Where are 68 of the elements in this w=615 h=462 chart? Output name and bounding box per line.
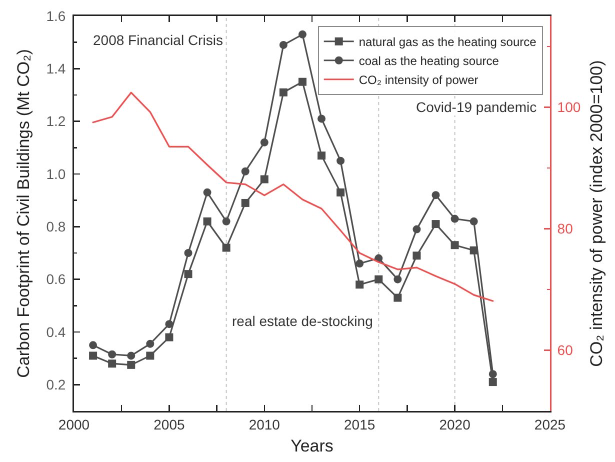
point [127,352,136,360]
ref-line-label: Covid-19 pandemic [416,99,537,115]
point [222,217,230,226]
point [222,244,230,252]
point [394,294,402,302]
point [450,214,459,223]
point [279,40,288,49]
y2-tick-label: 100 [557,99,581,116]
point [241,167,250,176]
point [260,138,268,146]
x-tick-label: 2000 [58,416,90,432]
point [432,191,440,200]
y-tick-label: 1.0 [46,166,66,182]
legend-label: CO₂ intensity of power [358,73,478,88]
legend-label: coal as the heating source [358,54,500,68]
y-tick-label: 1.2 [46,113,66,130]
point [336,156,345,165]
y-axis-title: Carbon Footprint of Civil Buildings (Mt CO₂) [14,49,34,378]
ref-line-label: 2008 Financial Crisis [93,32,223,48]
y2-axis-title: CO₂ intensity of power (index 2000=100) [587,60,606,367]
point [146,340,154,348]
point [89,341,98,350]
y-tick-label: 0.2 [46,376,66,393]
point [108,360,116,368]
x-tick-label: 2010 [248,416,280,432]
y-tick-label: 1.4 [46,60,66,77]
point [412,225,421,234]
x-tick-label: 2020 [439,416,471,432]
point [470,217,478,226]
point [450,241,459,250]
point [89,352,98,360]
point [356,260,364,268]
point [127,360,136,369]
point [318,152,326,160]
point [336,188,345,196]
x-tick-label: 2005 [154,416,185,432]
x-tick-label: 2025 [534,416,566,432]
y2-tick-label: 80 [557,220,574,237]
point [298,78,306,86]
point [488,370,497,378]
point [165,320,174,328]
point [279,88,288,96]
y-tick-label: 1.6 [46,8,66,24]
point [356,280,364,289]
point [412,252,421,260]
point [165,333,174,342]
point [203,188,212,196]
point [432,220,440,228]
point [394,275,402,284]
x-tick-label: 2015 [344,416,376,432]
legend-label: natural gas as the heating source [358,35,537,50]
y-tick-label: 0.4 [46,324,66,340]
point [146,352,154,360]
point [488,378,497,386]
point [108,350,116,358]
point [318,114,326,123]
y-tick-label: 0.6 [46,271,66,288]
point [260,175,268,184]
y2-tick-label: 60 [557,342,574,358]
point [184,270,192,278]
y-tick-label: 0.8 [46,218,66,235]
point [374,275,383,284]
point [184,249,192,257]
point [203,217,212,226]
annotation: real estate de-stocking [232,313,373,329]
x-axis-title: Years [290,436,334,456]
point [241,198,250,207]
point [298,30,306,38]
